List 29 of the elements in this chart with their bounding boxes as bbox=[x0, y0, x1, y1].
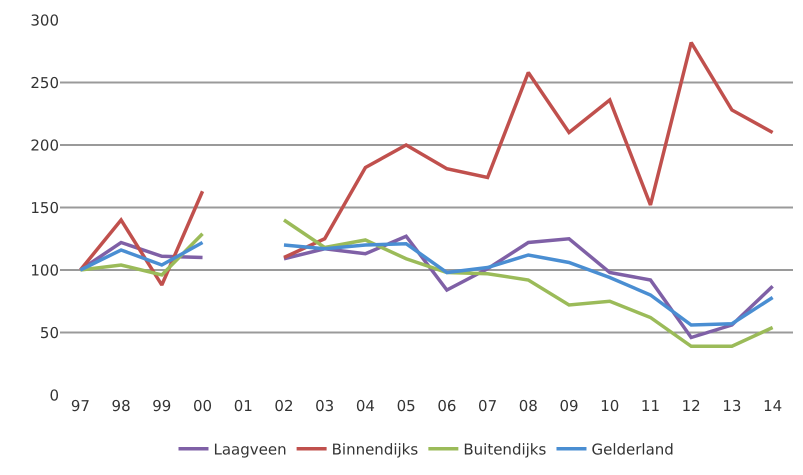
x-tick-label: 00 bbox=[192, 397, 212, 415]
x-tick-label: 11 bbox=[640, 397, 660, 415]
y-tick-label: 250 bbox=[30, 74, 59, 92]
legend-label: Gelderland bbox=[591, 440, 674, 459]
x-tick-label: 08 bbox=[518, 397, 538, 415]
y-tick-label: 50 bbox=[40, 324, 59, 342]
y-tick-label: 200 bbox=[30, 136, 59, 154]
x-tick-label: 13 bbox=[722, 397, 742, 415]
x-tick-label: 12 bbox=[682, 397, 701, 415]
x-tick-label: 97 bbox=[70, 397, 90, 415]
x-tick-label: 98 bbox=[112, 397, 131, 415]
legend-label: Laagveen bbox=[214, 440, 287, 459]
x-tick-label: 05 bbox=[396, 397, 416, 415]
y-tick-label: 100 bbox=[30, 261, 59, 280]
x-tick-label: 01 bbox=[234, 397, 253, 415]
y-tick-label: 300 bbox=[30, 11, 59, 30]
x-tick-label: 10 bbox=[600, 397, 620, 415]
legend-label: Buitendijks bbox=[463, 440, 546, 459]
y-tick-label: 150 bbox=[30, 198, 59, 217]
x-tick-label: 07 bbox=[478, 397, 498, 415]
x-tick-label: 06 bbox=[437, 397, 456, 415]
x-tick-label: 03 bbox=[315, 397, 334, 415]
y-tick-label: 0 bbox=[49, 386, 59, 404]
x-tick-label: 99 bbox=[152, 397, 172, 415]
x-tick-label: 02 bbox=[274, 397, 294, 415]
x-tick-label: 04 bbox=[356, 397, 375, 415]
legend-label: Binnendijks bbox=[332, 440, 418, 459]
x-tick-label: 09 bbox=[559, 397, 579, 415]
x-tick-label: 14 bbox=[763, 397, 782, 415]
